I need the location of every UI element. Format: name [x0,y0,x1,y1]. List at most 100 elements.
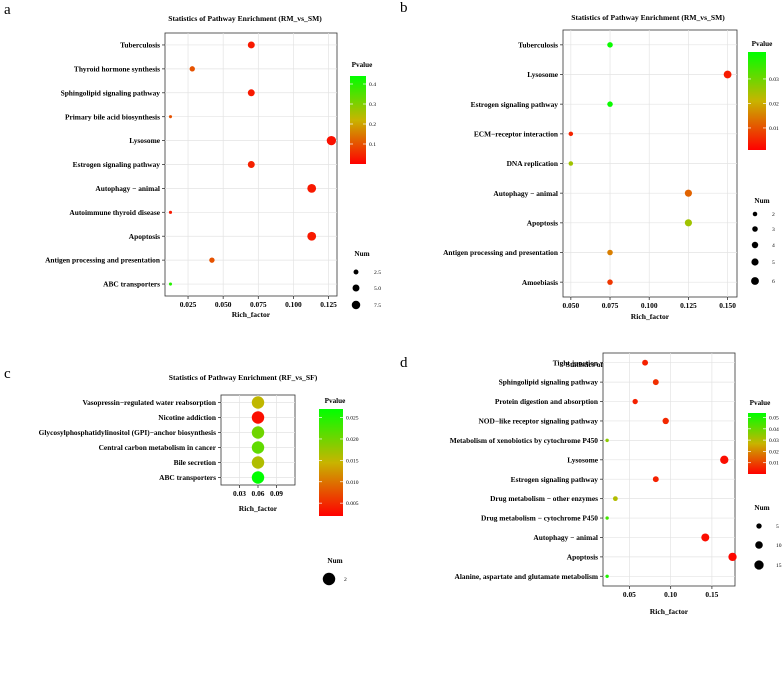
chart-title: Statistics of Pathway Enrichment (RF_vs_… [169,373,318,382]
color-legend-label: 0.01 [769,126,779,132]
data-point [607,279,613,285]
y-tick-label: Drug metabolism − other enzymes [490,494,598,503]
data-point [652,476,659,483]
size-legend-label: 2 [772,212,775,218]
data-point [251,471,265,484]
data-point [247,89,255,97]
chart-title: Statistics of Pathway Enrichment (RM_vs_… [168,14,322,23]
panel-label: a [4,2,11,18]
y-tick-label: Autophagy − animal [493,189,558,198]
x-tick-label: 0.075 [602,301,619,310]
color-legend-label: 0.04 [769,427,779,433]
data-point [209,257,215,263]
data-point [251,456,265,469]
y-tick-label: Apoptosis [527,218,558,227]
y-tick-label: Lysosome [527,70,559,79]
color-legend-title: Pvalue [325,397,346,405]
y-tick-label: Antigen processing and presentation [443,248,558,257]
data-point [607,249,613,256]
y-tick-label: ABC transporters [103,280,160,289]
data-point [168,115,173,119]
color-legend-bar [319,409,343,516]
color-legend-label: 0.2 [369,122,376,128]
x-tick-label: 0.100 [641,301,658,310]
data-point [662,417,669,425]
size-legend-dot [755,541,763,549]
color-legend-label: 0.010 [346,480,359,486]
y-tick-label: Lysosome [567,455,599,464]
data-point [568,131,574,137]
data-point [247,161,255,168]
color-legend-title: Pvalue [352,61,373,69]
size-legend-title: Num [754,197,769,205]
color-legend-bar [350,76,366,164]
data-point [247,41,255,49]
y-tick-label: Apoptosis [129,232,160,241]
y-tick-label: Tuberculosis [518,40,558,49]
size-legend-label: 2.5 [374,270,381,276]
size-legend-dot [751,258,759,266]
data-point [607,42,613,48]
size-legend-title: Num [754,504,769,512]
y-tick-label: Sphingolipid signaling pathway [61,88,161,97]
y-tick-label: Drug metabolism − cytochrome P450 [481,514,598,523]
y-tick-label: Apoptosis [567,552,598,561]
size-legend-dot [756,523,762,529]
y-tick-label: Antigen processing and presentation [45,256,160,265]
size-legend-dot [353,269,359,275]
size-legend-dot [751,241,759,249]
x-axis-label: Rich_factor [650,607,689,616]
data-point [612,496,618,502]
y-tick-label: Glycosylphosphatidylinositol (GPI)−ancho… [39,428,217,437]
size-legend-dot [752,226,758,232]
panel-a: a Statistics of Pathway Enrichment (RM_vs… [4,2,381,319]
color-legend-label: 0.005 [346,501,359,507]
size-legend-dot [351,300,361,310]
x-tick-label: 0.050 [215,300,232,309]
panel-c: c Statistics of Pathway Enrichment (RF_vs… [4,366,359,586]
size-legend-label: 7.5 [374,303,381,309]
x-axis-label: Rich_factor [239,504,278,513]
color-legend-label: 0.02 [769,101,779,107]
y-tick-label: Central carbon metabolism in cancer [99,443,217,452]
y-tick-label: Alanine, aspartate and glutamate metabol… [455,572,599,581]
data-point [251,396,265,409]
data-point [652,379,659,386]
color-legend-bar [748,413,766,474]
x-tick-label: 0.150 [719,301,736,310]
data-point [251,441,265,454]
color-legend-title: Pvalue [752,40,773,48]
size-legend-label: 5 [772,260,775,266]
x-tick-label: 0.06 [252,489,265,498]
x-axis-label: Rich_factor [631,312,670,321]
data-point [720,455,729,464]
x-tick-label: 0.125 [320,300,337,309]
color-legend-title: Pvalue [750,399,771,407]
x-tick-label: 0.03 [233,489,246,498]
panel-label: d [400,355,408,371]
y-tick-label: NOD−like receptor signaling pathway [478,417,598,426]
x-tick-label: 0.050 [563,301,580,310]
data-point [251,411,265,424]
y-tick-label: Lysosome [129,136,161,145]
y-tick-label: Autoimmune thyroid disease [69,208,160,217]
data-point [326,135,337,146]
y-tick-label: ECM−receptor interaction [474,129,558,138]
data-point [307,231,317,241]
data-point [168,210,173,214]
color-legend-label: 0.03 [769,77,779,83]
data-point [605,438,609,443]
x-tick-label: 0.15 [705,590,718,599]
data-point [307,184,317,193]
data-point [642,359,649,366]
data-point [684,189,692,197]
y-tick-label: Sphingolipid signaling pathway [499,378,599,387]
y-tick-label: Bile secretion [174,458,216,467]
y-tick-label: DNA replication [507,159,558,168]
data-point [723,70,732,79]
data-point [568,161,574,166]
y-tick-label: Metabolism of xenobiotics by cytochrome … [450,436,599,445]
y-tick-label: Estrogen signaling pathway [73,160,161,169]
panel-label: c [4,366,11,382]
